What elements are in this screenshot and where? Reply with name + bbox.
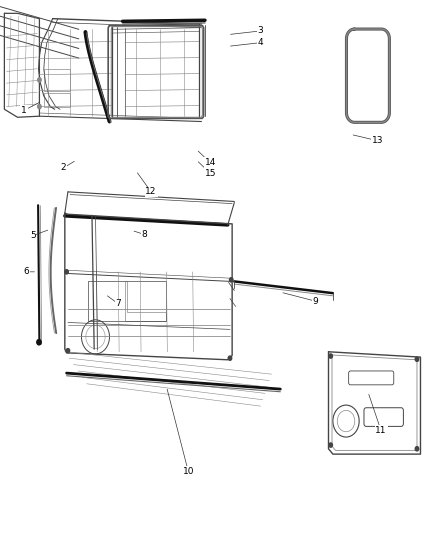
Circle shape: [415, 447, 419, 451]
Text: 13: 13: [372, 136, 383, 145]
Circle shape: [329, 443, 332, 447]
Text: 1: 1: [21, 106, 27, 115]
Text: 9: 9: [312, 297, 318, 305]
Text: 14: 14: [205, 158, 216, 167]
Circle shape: [37, 340, 41, 345]
Circle shape: [38, 78, 41, 82]
Text: 3: 3: [258, 27, 264, 35]
Text: 10: 10: [183, 467, 194, 476]
Text: 5: 5: [30, 231, 36, 240]
Text: 15: 15: [205, 169, 216, 177]
Circle shape: [415, 357, 419, 361]
Circle shape: [65, 270, 68, 274]
Circle shape: [38, 104, 41, 109]
Circle shape: [66, 349, 70, 353]
Text: 2: 2: [61, 164, 66, 172]
Text: 11: 11: [375, 426, 387, 435]
Text: 4: 4: [258, 38, 263, 47]
Text: 12: 12: [145, 188, 157, 196]
Circle shape: [329, 354, 332, 358]
Text: 8: 8: [141, 230, 148, 239]
Text: 7: 7: [115, 300, 121, 308]
Circle shape: [230, 278, 233, 282]
Text: 6: 6: [23, 268, 29, 276]
Circle shape: [228, 356, 232, 360]
